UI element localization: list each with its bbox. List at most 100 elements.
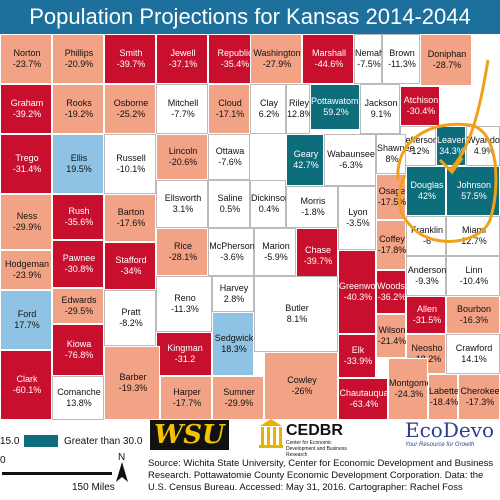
county-value: -7.5%: [357, 59, 381, 69]
county-value: -37.1%: [168, 59, 198, 69]
cedbr-building-icon: [259, 419, 283, 448]
county-value: 57.5%: [461, 191, 487, 201]
county-saline: Saline 0.5%: [208, 180, 250, 228]
county-name: Pratt: [121, 307, 141, 317]
county-value: -21.4%: [377, 336, 407, 346]
county-name: Coffey: [379, 234, 405, 244]
county-value: 0.5%: [219, 204, 241, 214]
county-value: -29.5%: [64, 306, 94, 316]
county-value: -28.7%: [432, 60, 462, 70]
county-value: -19.3%: [118, 383, 148, 393]
county-ness: Ness -29.9%: [0, 194, 52, 250]
county-leavenworth: Leavenworth 34.3%: [436, 126, 489, 166]
county-lincoln: Lincoln -20.6%: [156, 134, 208, 180]
county-value: 42%: [417, 191, 436, 201]
county-cherokee: Cherokee -17.3%: [458, 374, 500, 420]
cedbr-logo-text: CEDBR: [286, 422, 343, 439]
county-value: -20.6%: [168, 157, 198, 167]
county-anderson: Anderson -9.3%: [406, 256, 446, 296]
county-name: Leavenworth: [437, 135, 489, 145]
county-value: 4.9%: [473, 146, 495, 156]
county-lyon: Lyon -3.5%: [338, 186, 376, 250]
county-value: -6.3%: [339, 160, 363, 170]
county-name: Kiowa: [66, 339, 92, 349]
county-value: -17.6%: [116, 218, 146, 228]
scale-bar: [2, 472, 112, 475]
county-johnson: Johnson 57.5%: [446, 166, 500, 216]
county-barber: Barber -19.3%: [104, 346, 160, 420]
county-value: 13.8%: [66, 398, 92, 408]
county-value: -20.9%: [64, 59, 94, 69]
county-name: Harper: [173, 387, 201, 397]
county-value: -34%: [120, 266, 142, 276]
county-name: Chase: [304, 245, 331, 255]
county-name: Harvey: [219, 283, 249, 293]
county-butler: Butler 8.1%: [254, 276, 338, 352]
county-value: -19.2%: [64, 109, 94, 119]
county-pratt: Pratt -8.2%: [104, 290, 156, 346]
county-name: Johnson: [456, 180, 492, 190]
north-arrow-label: N: [118, 452, 126, 463]
county-value: -76.8%: [64, 350, 94, 360]
county-value: -17.7%: [172, 398, 202, 408]
county-montgomery: Montgomery -24.3%: [388, 358, 439, 420]
county-name: Norton: [13, 48, 41, 58]
county-franklin: Franklin -6: [406, 216, 446, 256]
legend-teal-swatch: [24, 435, 58, 447]
county-comanche: Comanche 13.8%: [52, 376, 104, 420]
county-name: Lincoln: [168, 146, 198, 156]
county-name: Chautauqua: [339, 388, 389, 398]
county-elk: Elk -33.9%: [338, 334, 376, 378]
county-name: Edwards: [61, 295, 97, 305]
county-value: 19.5%: [66, 164, 92, 174]
county-value: -40.3%: [343, 292, 373, 302]
county-value: -31.2: [174, 354, 196, 364]
county-value: -9.3%: [415, 276, 439, 286]
county-jewell: Jewell -37.1%: [156, 34, 208, 84]
county-value: -39.2%: [12, 109, 42, 119]
county-labette: Labette -18.4%: [428, 374, 459, 420]
county-marshall: Marshall -44.6%: [302, 34, 354, 84]
county-chautauqua: Chautauqua -63.4%: [338, 378, 389, 420]
county-value: -7.7%: [171, 109, 195, 119]
county-value: 3.1%: [172, 204, 194, 214]
county-ellsworth: Ellsworth 3.1%: [156, 180, 208, 228]
county-coffey: Coffey -17.8%: [376, 220, 406, 270]
county-value: -23.9%: [12, 270, 42, 280]
county-name: Washington: [253, 48, 301, 58]
county-mitchell: Mitchell -7.7%: [156, 84, 208, 134]
county-clay: Clay 6.2%: [250, 84, 286, 134]
county-clark: Clark -60.1%: [0, 350, 52, 420]
county-name: Wyandotte: [467, 135, 500, 145]
county-value: 12.8%: [287, 109, 313, 119]
county-name: Ellis: [70, 153, 88, 163]
county-atchison: Atchison -30.4%: [400, 86, 440, 126]
county-pottawatomie: Pottawatomie 59.2%: [310, 84, 366, 130]
ecodevo-logo: EcoDevo Your Resource for Growth: [405, 418, 494, 448]
county-name: Wilson: [378, 325, 406, 335]
county-name: Dickinson: [251, 193, 291, 203]
county-phillips: Phillips -20.9%: [52, 34, 104, 84]
county-name: Morris: [300, 196, 326, 206]
county-cowley: Cowley -26%: [264, 352, 338, 420]
county-rush: Rush -35.6%: [52, 194, 104, 240]
county-name: Osage: [378, 186, 406, 196]
county-greenwood: Greenwood -40.3%: [338, 250, 386, 334]
county-name: Republic: [217, 48, 253, 58]
county-value: -17.1%: [215, 109, 245, 119]
county-value: -29.9%: [12, 222, 42, 232]
county-riley: Riley 12.8%: [286, 84, 313, 134]
county-geary: Geary 42.7%: [286, 134, 324, 186]
county-value: 34.3%: [439, 146, 465, 156]
county-name: Woodson: [377, 281, 415, 291]
county-name: Geary: [293, 149, 319, 159]
county-ottawa: Ottawa -7.6%: [208, 134, 250, 180]
county-bourbon: Bourbon -16.3%: [446, 296, 500, 334]
county-name: Osborne: [113, 98, 149, 108]
county-name: Graham: [10, 98, 44, 108]
county-reno: Reno -11.3%: [156, 276, 212, 332]
county-value: 17.7%: [14, 320, 40, 330]
county-name: Rooks: [66, 98, 92, 108]
county-value: -17.5%: [377, 197, 407, 207]
county-barton: Barton -17.6%: [104, 194, 156, 242]
